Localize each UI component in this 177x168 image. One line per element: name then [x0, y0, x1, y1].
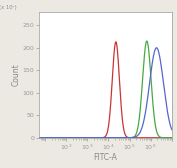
Y-axis label: Count: Count [12, 63, 21, 86]
Text: (x 10¹): (x 10¹) [0, 6, 17, 10]
X-axis label: FITC-A: FITC-A [93, 153, 117, 162]
